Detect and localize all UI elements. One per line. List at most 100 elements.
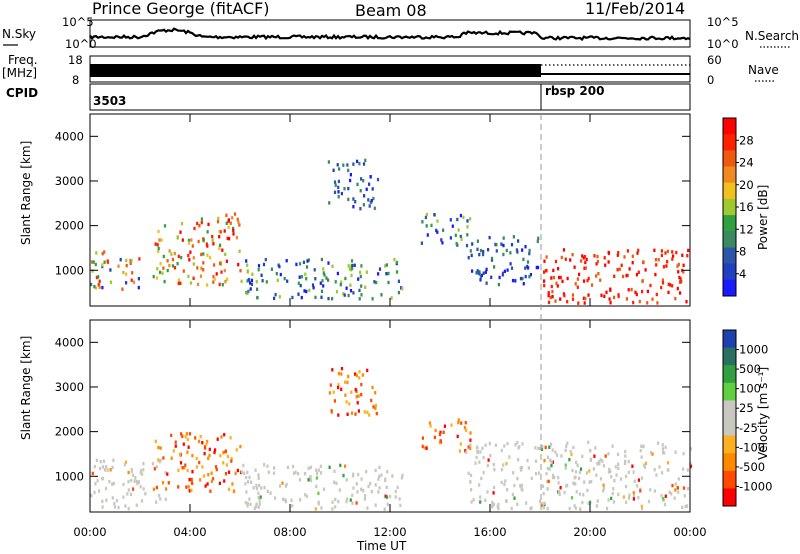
- velocity-cell: [443, 424, 446, 428]
- power-cell: [617, 251, 620, 255]
- power-cell: [502, 252, 505, 257]
- power-cell: [368, 182, 371, 186]
- power-cell: [563, 293, 566, 298]
- power-cell: [138, 257, 141, 261]
- power-cell: [674, 296, 677, 301]
- velocity-cell: [239, 444, 242, 449]
- power-cell: [666, 249, 669, 253]
- velocity-cell: [201, 441, 204, 445]
- velocity-cell: [186, 450, 189, 454]
- velocity-cell: [190, 488, 193, 493]
- power-cell: [441, 241, 444, 245]
- velocity-cell: [596, 499, 599, 503]
- power-cell: [526, 260, 530, 264]
- power-cell: [574, 282, 577, 286]
- power-cell: [358, 297, 361, 301]
- power-cell: [340, 191, 343, 196]
- velocity-cell: [158, 493, 161, 498]
- y-tick-label: 1000: [55, 263, 84, 277]
- power-cell: [303, 289, 306, 293]
- power-cell: [543, 259, 546, 263]
- power-cell: [621, 274, 625, 279]
- velocity-cell: [127, 470, 130, 475]
- velocity-cell: [615, 473, 618, 477]
- velocity-cell: [491, 505, 494, 509]
- colorbar-swatch: [723, 365, 736, 384]
- velocity-cell: [622, 495, 625, 499]
- velocity-cell: [281, 481, 284, 485]
- cpid-panel: CPID 3503 rbsp 200: [6, 83, 691, 111]
- power-cell: [158, 270, 162, 275]
- y-tick-label: 3000: [55, 174, 84, 188]
- power-cell: [646, 301, 649, 305]
- power-cell: [477, 271, 480, 275]
- velocity-cell: [357, 394, 360, 398]
- power-cell: [327, 278, 330, 282]
- power-cell: [177, 254, 180, 259]
- power-cell: [555, 281, 558, 285]
- power-cell: [97, 275, 100, 279]
- power-cell: [197, 239, 200, 244]
- power-cell: [297, 292, 300, 296]
- velocity-cell: [132, 487, 135, 491]
- power-cell: [682, 270, 685, 274]
- power-cell: [547, 291, 550, 295]
- power-cell: [246, 270, 249, 274]
- velocity-cell: [258, 498, 261, 503]
- power-cell: [616, 268, 619, 272]
- velocity-cell: [642, 463, 646, 467]
- power-cell: [577, 301, 580, 305]
- velocity-cell: [205, 442, 208, 446]
- velocity-cell: [637, 496, 640, 500]
- power-cell: [217, 216, 220, 221]
- velocity-cell: [502, 463, 505, 467]
- power-cell: [196, 282, 200, 287]
- power-cell: [218, 235, 221, 239]
- power-cell: [617, 294, 620, 299]
- colorbar-swatch: [723, 435, 736, 454]
- power-cell: [261, 279, 264, 283]
- power-cell: [196, 266, 199, 270]
- power-cell: [616, 253, 619, 257]
- freq-panel: Freq. [MHz] 18 8 60 0 Nave: [2, 53, 779, 87]
- power-cell: [131, 271, 134, 275]
- power-cell: [671, 250, 674, 254]
- power-cell: [257, 264, 261, 268]
- velocity-cell: [210, 471, 213, 475]
- velocity-cell: [517, 446, 520, 450]
- velocity-cell: [682, 451, 685, 456]
- velocity-cell: [590, 480, 593, 484]
- velocity-cell: [578, 476, 581, 480]
- power-cell: [547, 293, 550, 298]
- velocity-cell: [653, 468, 656, 472]
- power-cell: [667, 290, 670, 295]
- velocity-cell: [257, 495, 260, 500]
- velocity-cell: [681, 505, 684, 510]
- velocity-cell: [136, 481, 139, 486]
- velocity-cell: [115, 498, 119, 503]
- power-cell: [199, 274, 203, 278]
- velocity-cell: [565, 484, 568, 488]
- colorbar-swatch: [723, 400, 736, 419]
- velocity-cell: [385, 495, 389, 499]
- velocity-cell: [555, 453, 559, 457]
- velocity-cell: [198, 460, 201, 465]
- velocity-cell: [588, 469, 591, 473]
- power-cell: [571, 293, 574, 297]
- velocity-cell: [184, 435, 187, 439]
- power-cell: [246, 291, 249, 296]
- velocity-cell: [624, 484, 628, 489]
- velocity-cell: [357, 472, 360, 477]
- freq-unit: [MHz]: [2, 66, 37, 80]
- power-cell: [264, 257, 267, 262]
- velocity-cell: [99, 466, 102, 471]
- velocity-cell: [534, 459, 538, 463]
- velocity-cell: [475, 445, 479, 449]
- power-cell: [630, 287, 633, 292]
- colorbar-swatch: [723, 488, 736, 507]
- power-cell: [576, 285, 579, 289]
- velocity-cell: [563, 490, 566, 495]
- velocity-cell: [384, 494, 387, 498]
- velocity-cell: [106, 468, 109, 472]
- power-cell: [166, 268, 169, 273]
